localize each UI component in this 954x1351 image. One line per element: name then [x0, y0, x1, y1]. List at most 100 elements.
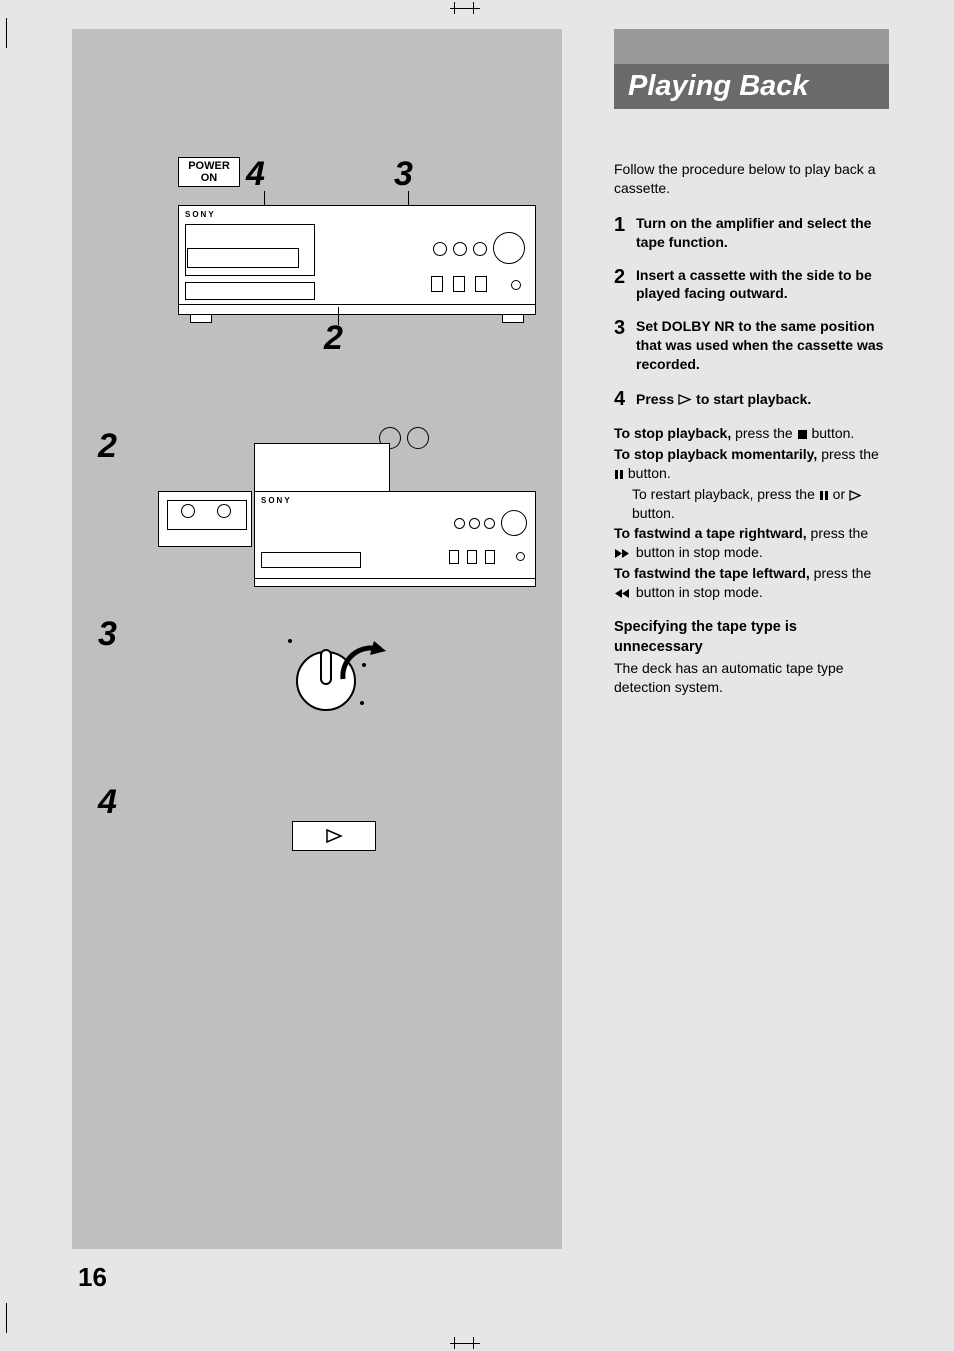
position-dot [288, 639, 292, 643]
small-knob [469, 518, 480, 529]
display-panel [261, 552, 361, 568]
ff-line: To fastwind a tape rightward, press the … [614, 524, 889, 562]
position-dot [360, 701, 364, 705]
restart-mid: or [829, 486, 849, 502]
step4-prefix: Press [636, 390, 674, 409]
diagram-overview: POWER ON 4 3 SONY [98, 157, 536, 382]
diagram-insert-cassette: 2 SONY [98, 421, 536, 591]
led-indicator [516, 552, 525, 561]
page-number: 16 [78, 1262, 107, 1293]
transport-btn [431, 276, 443, 292]
stop-icon [797, 429, 808, 440]
restart-line: To restart playback, press the or button… [614, 485, 889, 523]
section-title: Playing Back [614, 64, 889, 109]
brand-label: SONY [261, 496, 292, 505]
pause-icon [614, 469, 624, 480]
play-button-illustration [292, 821, 376, 851]
illustration-panel: POWER ON 4 3 SONY [72, 29, 562, 1249]
step-4: 4 Press to start playback. [614, 388, 889, 410]
rw-rest: press the [810, 565, 871, 581]
pause-bold: To stop playback momentarily, [614, 446, 817, 462]
step-text: Insert a cassette with the side to be pl… [636, 266, 889, 304]
cassette-spool [181, 504, 195, 518]
crop-mark-left-bottom [6, 1303, 7, 1333]
play-icon [325, 829, 343, 843]
pause-rest: press the [817, 446, 878, 462]
cassette-slot [187, 248, 299, 268]
stop-rest: press the [731, 425, 796, 441]
restart-post: button. [632, 505, 675, 521]
small-knob [454, 518, 465, 529]
step-3: 3 Set DOLBY NR to the same position that… [614, 317, 889, 374]
knob-row [454, 518, 495, 529]
rw-after: button in stop mode. [632, 584, 763, 600]
rw-line: To fastwind the tape leftward, press the… [614, 564, 889, 602]
deck-foot [190, 315, 212, 323]
brand-label: SONY [185, 210, 216, 219]
transport-btn [475, 276, 487, 292]
crop-mark-top [454, 2, 474, 14]
stop-line: To stop playback, press the button. [614, 424, 889, 443]
crop-mark-bottom [454, 1337, 474, 1349]
play-icon [849, 490, 862, 501]
step-number: 1 [614, 214, 636, 252]
power-label-line1: POWER [179, 160, 239, 172]
step-text: Set DOLBY NR to the same position that w… [636, 317, 889, 374]
step4-suffix: to start playback. [696, 390, 811, 409]
pause-icon [819, 490, 829, 501]
step-1: 1 Turn on the amplifier and select the t… [614, 214, 889, 252]
deck-illustration: SONY [178, 205, 536, 305]
transport-buttons [449, 550, 495, 564]
diagram-dolby-switch: 3 [98, 609, 536, 749]
rw-bold: To fastwind the tape leftward, [614, 565, 810, 581]
knob-row [433, 242, 487, 256]
switch-pointer [320, 649, 332, 685]
step-2: 2 Insert a cassette with the side to be … [614, 266, 889, 304]
callout-2: 2 [324, 319, 343, 358]
pause-line: To stop playback momentarily, press the … [614, 445, 889, 483]
intro-text: Follow the procedure below to play back … [614, 160, 889, 198]
stop-after: button. [808, 425, 855, 441]
callout-4: 4 [246, 155, 265, 194]
cassette-spool [217, 504, 231, 518]
position-dot [362, 663, 366, 667]
diagram-play-button: 4 [98, 777, 536, 867]
deck-base [178, 305, 536, 315]
section-tab [614, 29, 889, 64]
step-number: 2 [614, 266, 636, 304]
ff-bold: To fastwind a tape rightward, [614, 525, 807, 541]
step-number: 3 [614, 317, 636, 374]
play-icon [678, 394, 692, 405]
subsection-heading: Specifying the tape type is unnecessary [614, 618, 889, 657]
ff-rest: press the [807, 525, 868, 541]
step-number-4: 4 [98, 783, 117, 822]
small-knob [484, 518, 495, 529]
small-knob [453, 242, 467, 256]
ff-after: button in stop mode. [632, 544, 763, 560]
step-text: Turn on the amplifier and select the tap… [636, 214, 889, 252]
step-number-2: 2 [98, 427, 117, 466]
additional-instructions: To stop playback, press the button. To s… [614, 424, 889, 697]
reel-icon [407, 427, 429, 449]
power-label: POWER ON [178, 157, 240, 187]
led-indicator [511, 280, 521, 290]
small-knob [433, 242, 447, 256]
transport-btn [449, 550, 459, 564]
transport-btn [453, 276, 465, 292]
large-knob [501, 510, 527, 536]
fast-forward-icon [614, 548, 632, 559]
stop-bold: To stop playback, [614, 425, 731, 441]
step-text: Press to start playback. [636, 388, 811, 410]
instructions-column: Follow the procedure below to play back … [614, 160, 889, 699]
cassette-tray [254, 443, 390, 493]
display-panel [185, 282, 315, 300]
deck-base [254, 579, 536, 587]
rewind-icon [614, 588, 632, 599]
transport-buttons [431, 276, 487, 292]
large-knob [493, 232, 525, 264]
step-number: 4 [614, 388, 636, 410]
power-label-line2: ON [179, 172, 239, 184]
deck-foot [502, 315, 524, 323]
transport-btn [467, 550, 477, 564]
small-knob [473, 242, 487, 256]
